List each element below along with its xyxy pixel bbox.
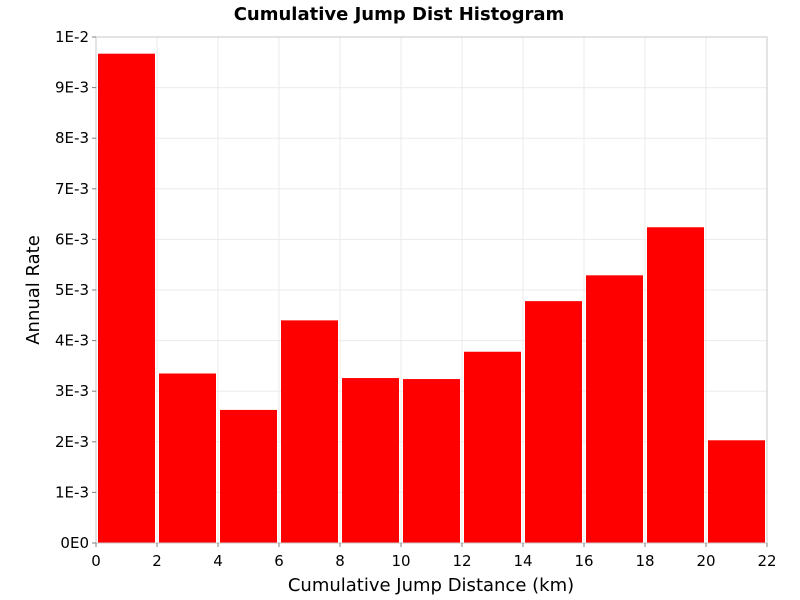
y-tick-label: 2E-3 (55, 433, 89, 451)
histogram-bar (342, 378, 399, 543)
histogram-bar (281, 320, 338, 543)
x-tick-label: 0 (91, 552, 101, 570)
histogram-bar (98, 53, 155, 544)
histogram-bar (159, 373, 216, 543)
x-tick-label: 12 (452, 552, 471, 570)
bars (98, 53, 765, 544)
x-tick-label: 4 (213, 552, 223, 570)
y-tick-label: 8E-3 (55, 129, 89, 147)
x-tick-label: 10 (391, 552, 410, 570)
y-axis-label: Annual Rate (23, 235, 44, 345)
x-tick-label: 16 (574, 552, 593, 570)
y-tick-label: 1E-2 (55, 28, 89, 46)
histogram-bar (464, 351, 521, 543)
y-tick-label: 5E-3 (55, 281, 89, 299)
y-tick-label: 0E0 (60, 534, 89, 552)
x-tick-label: 22 (757, 552, 776, 570)
x-tick-label: 6 (274, 552, 284, 570)
y-tick-label: 3E-3 (55, 382, 89, 400)
x-tick-label: 18 (635, 552, 654, 570)
histogram-bar (403, 379, 460, 543)
chart-title: Cumulative Jump Dist Histogram (234, 4, 565, 25)
histogram-bar (708, 440, 765, 543)
x-tick-label: 14 (513, 552, 532, 570)
x-axis-label: Cumulative Jump Distance (km) (288, 575, 574, 596)
histogram-bar (220, 409, 277, 543)
histogram-bar (525, 301, 582, 543)
y-axis: 0E0 1E-3 2E-3 3E-3 4E-3 5E-3 6E-3 7E-3 8E-3 9E-3 1… (55, 28, 96, 552)
x-tick-label: 8 (335, 552, 345, 570)
y-tick-label: 1E-3 (55, 483, 89, 501)
y-tick-label: 6E-3 (55, 230, 89, 248)
x-tick-label: 2 (152, 552, 162, 570)
histogram-bar (647, 227, 704, 544)
y-tick-label: 7E-3 (55, 180, 89, 198)
x-axis: 0 2 4 6 8 10 12 14 16 18 20 22 (91, 543, 777, 570)
y-tick-label: 9E-3 (55, 79, 89, 97)
histogram-bar (586, 275, 643, 543)
y-tick-label: 4E-3 (55, 332, 89, 350)
x-tick-label: 20 (696, 552, 715, 570)
